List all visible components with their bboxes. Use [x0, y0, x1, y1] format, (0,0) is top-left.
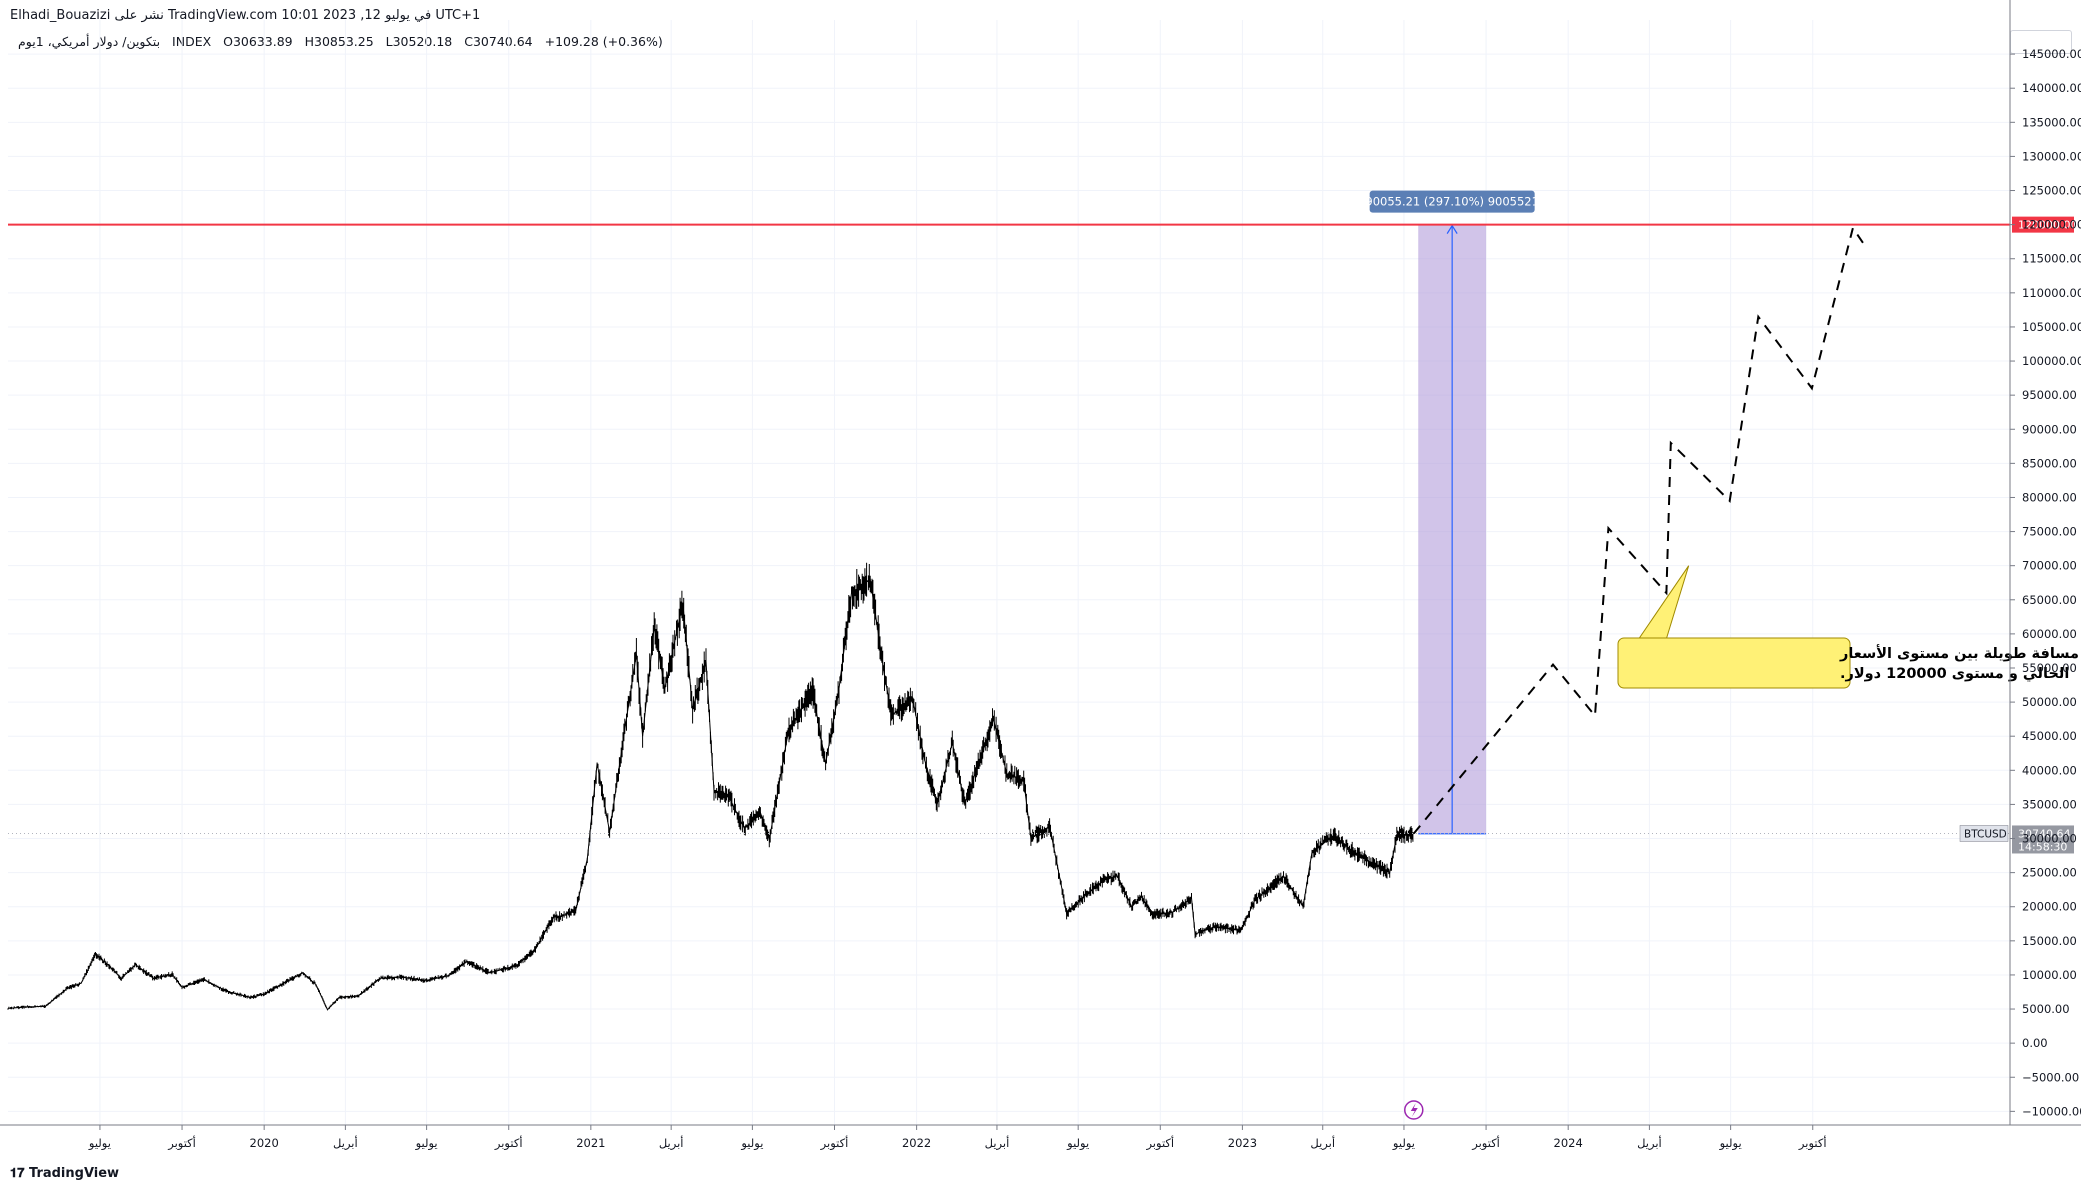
- lightning-glyph: [1410, 1103, 1418, 1117]
- callout-box[interactable]: [1617, 637, 1851, 689]
- y-tick-label: 135000.00: [2022, 115, 2081, 129]
- legend-open: O30633.89: [223, 34, 293, 49]
- publish-info: Elhadi_Bouazizi نشر على TradingView.com …: [10, 8, 481, 23]
- countdown-text: 14:58:30: [2018, 840, 2067, 853]
- y-tick-label: 35000.00: [2022, 797, 2077, 811]
- chart-grid: [8, 20, 2010, 1125]
- legend-close: C30740.64: [464, 34, 533, 49]
- symbol-badge: [1959, 825, 2009, 842]
- legend-low: L30520.18: [385, 34, 453, 49]
- level-badge: [2012, 216, 2074, 233]
- x-tick-label: أكتوبر: [1145, 1135, 1174, 1151]
- x-tick-label: يوليو: [1066, 1136, 1089, 1151]
- x-tick-label: أكتوبر: [1798, 1135, 1827, 1151]
- x-tick-label: يوليو: [415, 1136, 438, 1151]
- symbol-badge-text: BTCUSD: [1964, 828, 2007, 840]
- y-tick-label: 60000.00: [2022, 627, 2077, 641]
- measure-range[interactable]: [1418, 224, 1487, 835]
- x-tick-label: أكتوبر: [820, 1135, 849, 1151]
- price-line: [7, 578, 1414, 1011]
- y-tick-label: −5000.00: [2022, 1070, 2079, 1084]
- y-tick-label: 125000.00: [2022, 184, 2081, 198]
- projection-path[interactable]: [1413, 225, 1866, 835]
- y-tick-label: 140000.00: [2022, 81, 2081, 95]
- y-tick-label: 115000.00: [2022, 252, 2081, 266]
- x-tick-label: أبريل: [1637, 1135, 1662, 1151]
- tradingview-brand: TradingView: [29, 1166, 120, 1181]
- x-tick-label: أكتوبر: [494, 1135, 523, 1151]
- last-price-text: 30740.64: [2018, 827, 2071, 840]
- chart-legend: بتكوين/ دولار أمريكي، 1يوم INDEX O30633.…: [18, 34, 671, 49]
- chart-settings-box[interactable]: [2010, 30, 2072, 54]
- y-tick-label: 120000.00: [2022, 218, 2081, 232]
- x-tick-label: 2021: [576, 1136, 605, 1150]
- y-tick-label: 15000.00: [2022, 934, 2077, 948]
- overlay-layer: 90055.21 (297.10%) 9005521 هناك مسافة طوي…: [8, 190, 2081, 1120]
- x-tick-label: أبريل: [1310, 1135, 1335, 1151]
- y-tick-label: 90000.00: [2022, 422, 2077, 436]
- y-tick-label: 40000.00: [2022, 763, 2077, 777]
- y-tick-label: 50000.00: [2022, 695, 2077, 709]
- legend-high: H30853.25: [304, 34, 374, 49]
- axis-layer: −10000.00 −5000.00 0.00 5000.00 10000.00 1500…: [0, 0, 2081, 1151]
- measure-label-text: 90055.21 (297.10%) 9005521: [1365, 195, 1539, 209]
- y-tick-label: 10000.00: [2022, 968, 2077, 982]
- x-tick-label: يوليو: [740, 1136, 763, 1151]
- x-tick-label: أبريل: [333, 1135, 358, 1151]
- y-tick-label: 95000.00: [2022, 388, 2077, 402]
- x-tick-label: أكتوبر: [1471, 1135, 1500, 1151]
- tradingview-logo-icon: 𝟏𝟕: [10, 1166, 25, 1181]
- callout-line-2: الحالي و مستوى 120000 دولار.: [1840, 666, 2069, 682]
- callout-line-1: هناك مسافة طويلة بين مستوى الأسعار: [1839, 644, 2081, 662]
- y-tick-label: 100000.00: [2022, 354, 2081, 368]
- y-tick-label: −10000.00: [2022, 1104, 2081, 1118]
- y-tick-label: 20000.00: [2022, 900, 2077, 914]
- price-candles: [7, 562, 1414, 1011]
- y-tick-label: 0.00: [2022, 1036, 2048, 1050]
- x-tick-label: أبريل: [659, 1135, 684, 1151]
- last-price-badge: [2012, 825, 2074, 854]
- x-tick-label: يوليو: [1392, 1136, 1415, 1151]
- x-tick-label: يوليو: [1719, 1136, 1742, 1151]
- y-tick-label: 70000.00: [2022, 559, 2077, 573]
- y-tick-label: 30000.00: [2022, 832, 2077, 846]
- y-tick-label: 25000.00: [2022, 866, 2077, 880]
- y-tick-label: 45000.00: [2022, 729, 2077, 743]
- y-tick-label: 65000.00: [2022, 593, 2077, 607]
- y-tick-label: 5000.00: [2022, 1002, 2070, 1016]
- legend-change: +109.28 (+0.36%): [544, 34, 663, 49]
- x-tick-label: 2020: [250, 1136, 279, 1150]
- x-tick-label: 2023: [1228, 1136, 1257, 1150]
- callout-pointer: [1637, 565, 1690, 641]
- x-tick-label: أكتوبر: [167, 1135, 196, 1151]
- y-tick-label: 85000.00: [2022, 456, 2077, 470]
- y-tick-label: 145000.00: [2022, 47, 2081, 61]
- level-badge-text: 120000.00: [2018, 219, 2078, 232]
- measure-label-box[interactable]: [1369, 190, 1535, 213]
- x-tick-label: 2022: [902, 1136, 931, 1150]
- y-tick-label: 80000.00: [2022, 490, 2077, 504]
- y-tick-label: 105000.00: [2022, 320, 2081, 334]
- y-tick-label: 55000.00: [2022, 661, 2077, 675]
- measure-arrow-head: [1446, 224, 1458, 234]
- y-tick-label: 110000.00: [2022, 286, 2081, 300]
- x-tick-label: يوليو: [88, 1136, 111, 1151]
- x-tick-label: 2024: [1554, 1136, 1583, 1150]
- legend-symbol-description: بتكوين/ دولار أمريكي، 1يوم: [18, 34, 161, 49]
- series-layer: [7, 225, 1866, 1011]
- x-tick-label: أبريل: [985, 1135, 1010, 1151]
- y-tick-label: 130000.00: [2022, 149, 2081, 163]
- tradingview-logo[interactable]: 𝟏𝟕 TradingView: [10, 1166, 119, 1181]
- y-tick-label: 75000.00: [2022, 525, 2077, 539]
